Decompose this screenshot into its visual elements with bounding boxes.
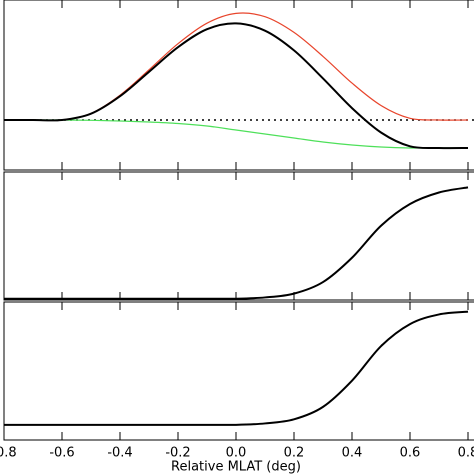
x-tick-label: -0.6 xyxy=(49,446,74,461)
data-line xyxy=(4,22,469,150)
x-tick-label: 0.8 xyxy=(458,446,474,461)
data-line xyxy=(4,12,469,122)
panel-frame xyxy=(3,0,474,171)
panel-frame xyxy=(3,171,474,301)
data-line xyxy=(4,310,469,426)
panel-frame xyxy=(3,301,474,441)
x-tick-label: -0.8 xyxy=(0,446,17,461)
x-tick-label: 0.2 xyxy=(284,446,305,461)
x-tick-label: 0.6 xyxy=(400,446,421,461)
x-tick-label: 0.4 xyxy=(342,446,363,461)
x-tick-label: -0.4 xyxy=(107,446,132,461)
x-tick-label: 0.0 xyxy=(226,446,247,461)
data-line xyxy=(4,186,469,300)
data-line xyxy=(4,119,468,149)
x-axis-title: Relative MLAT (deg) xyxy=(171,460,301,474)
x-tick-label: -0.2 xyxy=(165,446,190,461)
